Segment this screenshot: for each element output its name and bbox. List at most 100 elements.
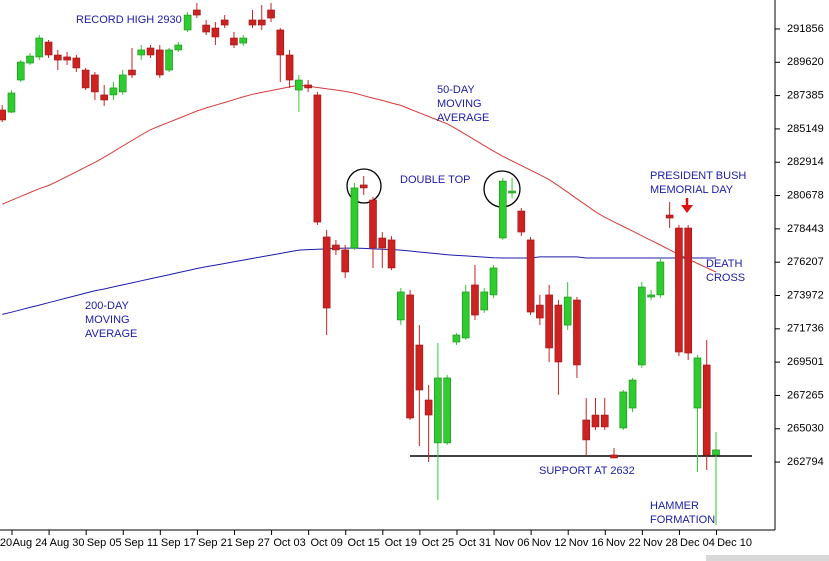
candle: [684, 225, 692, 361]
candle: [285, 49, 294, 88]
candle: [137, 45, 146, 61]
candle: [461, 284, 470, 340]
candle: [295, 74, 303, 113]
y-tick-label: 267265: [787, 389, 824, 401]
candle-body: [211, 27, 220, 38]
candle: [415, 325, 424, 447]
candle: [638, 281, 646, 368]
candle: [155, 45, 164, 78]
candle-body: [276, 29, 285, 56]
candle: [591, 398, 600, 430]
candle-body: [573, 299, 581, 366]
x-tick-label: Oct 15: [348, 537, 380, 549]
x-tick-label: Sep 27: [235, 537, 270, 549]
annotation: PRESIDENT BUSH: [650, 170, 746, 182]
candle: [16, 60, 25, 82]
candle-body: [563, 296, 572, 326]
candle-body: [554, 304, 563, 363]
x-tick-label: Sep 11: [124, 537, 158, 549]
y-tick-label: 285149: [787, 123, 824, 135]
candle-body: [63, 56, 71, 61]
y-tick-label: 278443: [787, 223, 824, 235]
x-tick-label: Sep 21: [198, 537, 233, 549]
candle: [267, 2, 275, 23]
candle: [712, 432, 720, 526]
moving-average-line: [2, 84, 717, 273]
candle-body: [248, 19, 257, 26]
candle-body: [443, 377, 451, 444]
candle-body: [397, 291, 405, 321]
candle: [118, 70, 127, 95]
candle-body: [406, 294, 414, 419]
candle: [498, 177, 507, 240]
candle-body: [471, 284, 479, 316]
arrow-head: [681, 205, 693, 213]
candle-body: [517, 210, 526, 233]
x-tick-label: Aug 24: [13, 537, 48, 549]
candle: [600, 398, 609, 430]
candle-body: [183, 14, 192, 31]
candle-body: [118, 74, 127, 93]
candle-body: [536, 304, 544, 319]
candle-body: [44, 41, 53, 56]
candle-body: [480, 291, 489, 311]
candle-body: [619, 391, 628, 429]
candle: [220, 15, 229, 29]
candle: [378, 232, 387, 268]
x-tick-label: Nov 12: [532, 537, 567, 549]
candle: [397, 287, 405, 326]
candle-body: [638, 286, 646, 366]
candle: [508, 177, 516, 199]
annotation: HAMMER: [650, 500, 699, 512]
y-tick-label: 287385: [787, 90, 824, 102]
candle-body: [359, 184, 368, 189]
candle: [359, 176, 368, 195]
candle: [480, 287, 489, 313]
candle-body: [230, 37, 238, 46]
candle-body: [647, 294, 655, 298]
candle: [693, 354, 702, 472]
candle: [665, 201, 674, 229]
candle-body: [193, 9, 201, 16]
candle-body: [545, 294, 553, 349]
candle: [276, 28, 285, 82]
y-tick-label: 280678: [787, 189, 824, 201]
y-tick-label: 276207: [787, 256, 824, 268]
annotation: RECORD HIGH 2930: [76, 14, 182, 26]
candle: [0, 105, 7, 123]
candle: [536, 294, 544, 326]
candle: [109, 81, 118, 100]
moving-average-line: [2, 247, 716, 315]
annotation: MOVING: [437, 98, 482, 110]
candle-body: [693, 357, 702, 409]
annotation: SUPPORT AT 2632: [539, 465, 635, 477]
candle-body: [665, 214, 674, 219]
candle: [202, 19, 210, 36]
candle-body: [202, 24, 210, 33]
x-tick-label: Nov 06: [495, 537, 530, 549]
candle: [443, 374, 451, 445]
candle-body: [322, 236, 331, 309]
candle-body: [369, 199, 377, 249]
annotation: CROSS: [706, 272, 745, 284]
y-tick-label: 291856: [787, 23, 824, 35]
y-tick-label: 265030: [787, 423, 824, 435]
candle: [424, 384, 433, 462]
candle: [628, 377, 637, 413]
annotation: AVERAGE: [85, 328, 137, 340]
candle: [434, 343, 442, 500]
candle-body: [304, 84, 312, 89]
x-tick-label: Oct 31: [459, 537, 491, 549]
candle: [545, 284, 553, 362]
candle-body: [81, 69, 90, 89]
annotation: AVERAGE: [437, 112, 489, 124]
candle-body: [313, 94, 322, 223]
candle-body: [26, 55, 34, 64]
x-tick-label: Sep 05: [87, 537, 122, 549]
candle-body: [610, 454, 618, 459]
candle: [406, 290, 414, 420]
candle: [7, 90, 16, 113]
candle-body: [424, 399, 433, 416]
candle-body: [174, 44, 183, 51]
